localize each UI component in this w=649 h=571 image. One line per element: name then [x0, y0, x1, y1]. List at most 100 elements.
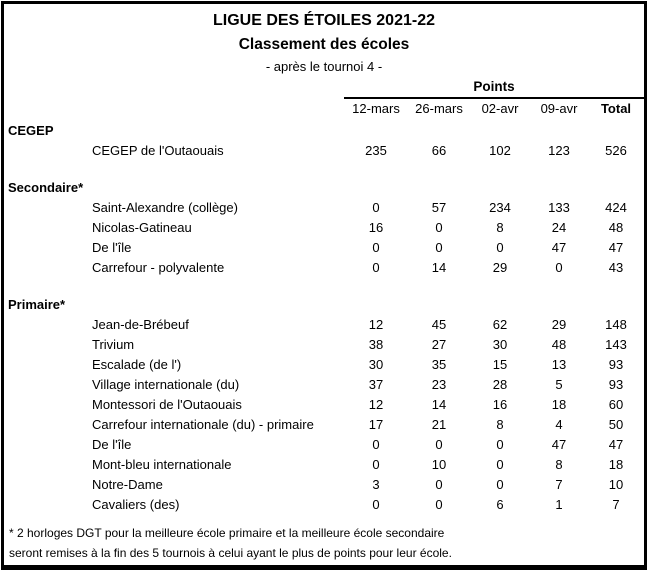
points-value: 37 [368, 376, 384, 392]
points-value: 45 [431, 316, 447, 332]
points-value: 102 [489, 142, 511, 158]
section-header-row: Secondaire* [4, 177, 644, 197]
points-value: 123 [548, 142, 570, 158]
points-value: 47 [551, 239, 567, 255]
points-value: 0 [372, 239, 380, 255]
total-points-value: 7 [612, 496, 620, 512]
points-value: 24 [551, 219, 567, 235]
points-value: 28 [492, 376, 508, 392]
points-value: 30 [368, 356, 384, 372]
points-value: 0 [372, 259, 380, 275]
school-name: Jean-de-Brébeuf [92, 316, 189, 332]
total-points-value: 143 [605, 336, 627, 352]
points-value: 30 [492, 336, 508, 352]
table-row: Carrefour internationale (du) - primaire… [4, 414, 644, 434]
table-row: De l'île 0 0 0 47 47 [4, 237, 644, 257]
points-value: 17 [368, 416, 384, 432]
table-row: Saint-Alexandre (collège) 0 57 234 133 424 [4, 197, 644, 217]
points-value: 18 [551, 396, 567, 412]
table-body: CEGEP CEGEP de l'Outaouais 235 66 102 123 526 S… [4, 120, 644, 514]
points-value: 57 [431, 199, 447, 215]
points-value: 29 [551, 316, 567, 332]
total-points-value: 60 [608, 396, 624, 412]
section-header-row: CEGEP [4, 120, 644, 140]
points-value: 14 [431, 396, 447, 412]
points-value: 27 [431, 336, 447, 352]
table-row: Trivium 38 27 30 48 143 [4, 334, 644, 354]
points-value: 0 [555, 259, 563, 275]
section-spacer [4, 277, 644, 294]
school-name: Saint-Alexandre (collège) [92, 199, 238, 215]
points-value: 0 [435, 476, 443, 492]
school-name: Nicolas-Gatineau [92, 219, 192, 235]
school-name: Trivium [92, 336, 135, 352]
points-value: 12 [368, 396, 384, 412]
column-header-12-mars: 12-mars [352, 101, 400, 116]
table-row: Escalade (de l') 30 35 15 13 93 [4, 354, 644, 374]
points-value: 1 [555, 496, 563, 512]
school-name: Mont-bleu internationale [92, 456, 232, 472]
section-label: Primaire* [8, 296, 66, 312]
points-value: 133 [548, 199, 570, 215]
column-header-26-mars: 26-mars [415, 101, 463, 116]
page-title: LIGUE DES ÉTOILES 2021-22 [212, 12, 435, 29]
school-name: Village internationale (du) [92, 376, 240, 392]
points-value: 29 [492, 259, 508, 275]
school-name: Cavaliers (des) [92, 496, 180, 512]
total-points-value: 47 [608, 436, 624, 452]
section-header-row: Primaire* [4, 294, 644, 314]
school-name: De l'île [92, 239, 132, 255]
table-row: Jean-de-Brébeuf 12 45 62 29 148 [4, 314, 644, 334]
column-header-total: Total [600, 101, 632, 116]
points-value: 38 [368, 336, 384, 352]
column-header-02-avr: 02-avr [481, 101, 519, 116]
column-header-09-avr: 09-avr [540, 101, 578, 116]
table-row: De l'île 0 0 0 47 47 [4, 434, 644, 454]
points-value: 0 [372, 199, 380, 215]
points-value: 0 [435, 219, 443, 235]
document-header: LIGUE DES ÉTOILES 2021-22 Classement des… [4, 11, 644, 75]
school-name: Carrefour - polyvalente [92, 259, 225, 275]
total-points-value: 93 [608, 376, 624, 392]
points-value: 10 [431, 456, 447, 472]
points-value: 0 [496, 239, 504, 255]
points-value: 3 [372, 476, 380, 492]
points-value: 0 [435, 239, 443, 255]
section-label: CEGEP [8, 122, 54, 138]
points-value: 4 [555, 416, 563, 432]
column-header-row: 12-mars 26-mars 02-avr 09-avr Total [4, 97, 644, 120]
total-points-value: 424 [605, 199, 627, 215]
points-value: 5 [555, 376, 563, 392]
points-group-label: Points [344, 78, 644, 99]
table-row: Village internationale (du) 37 23 28 5 93 [4, 374, 644, 394]
page-subtitle: Classement des écoles [238, 36, 410, 53]
points-value: 35 [431, 356, 447, 372]
school-name: De l'île [92, 436, 132, 452]
points-header-row: Points [4, 78, 644, 99]
points-value: 0 [435, 436, 443, 452]
total-points-value: 18 [608, 456, 624, 472]
table-row: Cavaliers (des) 0 0 6 1 7 [4, 494, 644, 514]
points-value: 8 [555, 456, 563, 472]
points-value: 0 [496, 436, 504, 452]
table-row: Notre-Dame 3 0 0 7 10 [4, 474, 644, 494]
section-spacer [4, 160, 644, 177]
points-value: 0 [496, 476, 504, 492]
points-value: 48 [551, 336, 567, 352]
footnote-line-2: seront remises à la fin des 5 tournois à… [9, 546, 452, 560]
points-value: 12 [368, 316, 384, 332]
school-name: Montessori de l'Outaouais [92, 396, 242, 412]
total-points-value: 50 [608, 416, 624, 432]
points-value: 8 [496, 416, 504, 432]
points-value: 14 [431, 259, 447, 275]
points-value: 16 [368, 219, 384, 235]
points-value: 0 [372, 436, 380, 452]
total-points-value: 10 [608, 476, 624, 492]
table-row: Montessori de l'Outaouais 12 14 16 18 60 [4, 394, 644, 414]
total-points-value: 148 [605, 316, 627, 332]
school-name: Escalade (de l') [92, 356, 182, 372]
points-value: 21 [431, 416, 447, 432]
points-value: 235 [365, 142, 387, 158]
table-row: Nicolas-Gatineau 16 0 8 24 48 [4, 217, 644, 237]
total-points-value: 43 [608, 259, 624, 275]
